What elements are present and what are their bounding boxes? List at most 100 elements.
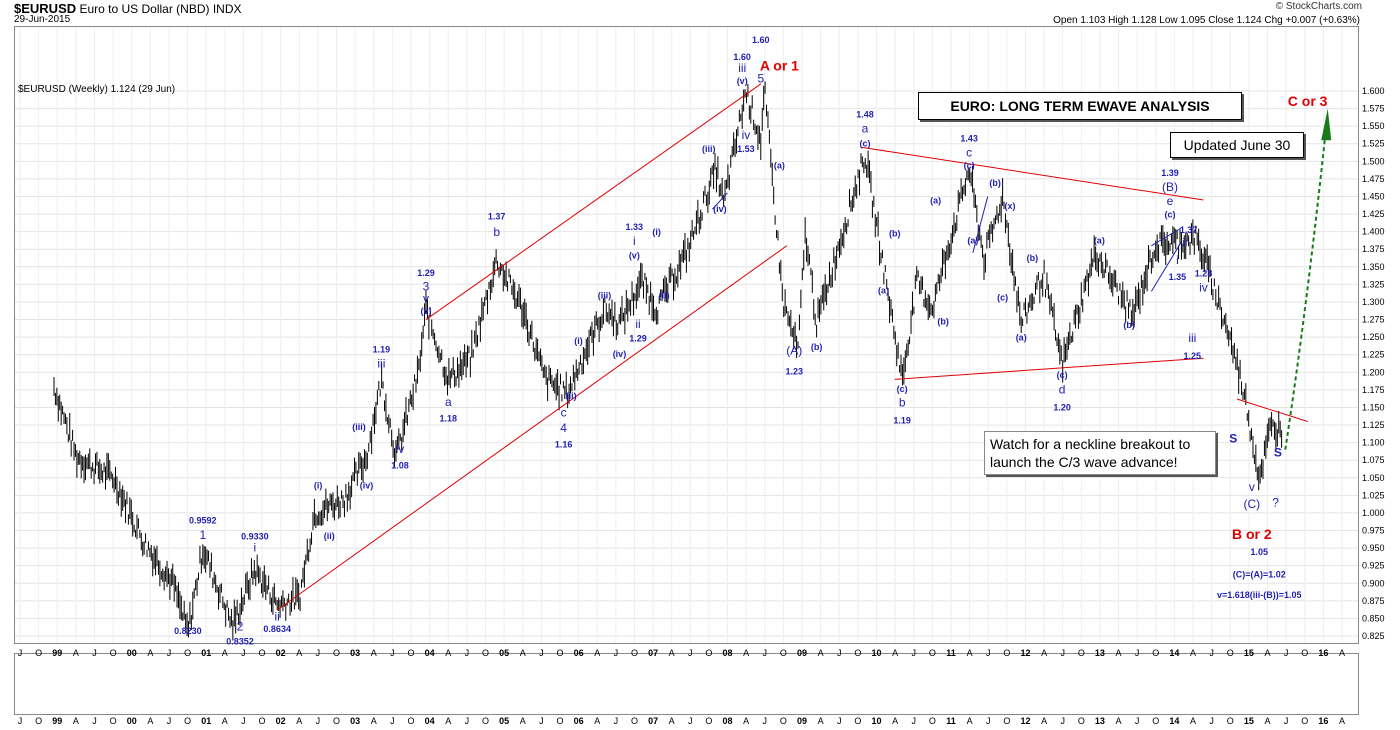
x-tick-label-lower: J xyxy=(18,716,23,726)
red-wave-label: A or 1 xyxy=(760,58,799,74)
note-line-2: launch the C/3 wave advance! xyxy=(990,453,1210,471)
wave-label: (x) xyxy=(1005,201,1016,211)
wave-label: (a) xyxy=(930,196,941,206)
series-legend: $EURUSD (Weekly) 1.124 (29 Jun) xyxy=(18,84,175,95)
wave-label: e xyxy=(1167,194,1174,208)
x-tick-label-lower: J xyxy=(763,716,768,726)
x-tick-label: 13 xyxy=(1095,648,1105,658)
wave-label: (c) xyxy=(897,384,908,394)
x-tick-label: J xyxy=(465,648,470,658)
x-tick-label-lower: J xyxy=(986,716,991,726)
x-tick-label: O xyxy=(1078,648,1085,658)
wave-label: (c) xyxy=(997,293,1008,303)
x-tick-label-lower: 99 xyxy=(52,716,62,726)
x-tick-label-lower: A xyxy=(892,716,898,726)
wave-label: 0.9592 xyxy=(189,515,217,525)
wave-label: (iii) xyxy=(598,290,612,300)
wave-label: S xyxy=(1229,432,1237,446)
wave-label: (ii) xyxy=(324,531,335,541)
wave-label: 1.60 xyxy=(752,35,770,45)
y-tick-label: 0.925 xyxy=(1362,561,1385,571)
x-tick-label: A xyxy=(73,648,79,658)
x-tick-label-lower: A xyxy=(1190,716,1196,726)
x-tick-label: O xyxy=(184,648,191,658)
y-tick-label: 1.025 xyxy=(1362,490,1385,500)
x-tick-label: A xyxy=(818,648,824,658)
x-tick-label: A xyxy=(669,648,675,658)
wave-label: 1.28 xyxy=(1195,269,1213,279)
wave-label: v=1.618(iii-(B))=1.05 xyxy=(1217,590,1302,600)
x-tick-label: O xyxy=(408,648,415,658)
x-tick-label-lower: J xyxy=(837,716,842,726)
x-tick-label-lower: 09 xyxy=(797,716,807,726)
x-tick-label: J xyxy=(1284,648,1289,658)
chart-title-box: EURO: LONG TERM EWAVE ANALYSIS xyxy=(918,92,1242,120)
x-tick-label-lower: O xyxy=(482,716,489,726)
y-tick-label: 1.075 xyxy=(1362,455,1385,465)
wave-label: 1.05 xyxy=(1251,547,1269,557)
wave-label: v xyxy=(1249,480,1255,494)
x-tick-label: 14 xyxy=(1169,648,1179,658)
wave-label: iii xyxy=(738,61,746,75)
x-tick-label-lower: O xyxy=(1152,716,1159,726)
y-tick-label: 0.900 xyxy=(1362,578,1385,588)
wave-label: (b) xyxy=(989,178,1001,188)
x-tick-label-lower: O xyxy=(408,716,415,726)
wave-label: 1.53 xyxy=(737,144,755,154)
wave-label: (A) xyxy=(786,344,802,358)
x-tick-label-lower: O xyxy=(35,716,42,726)
x-tick-label-lower: O xyxy=(854,716,861,726)
y-tick-label: 1.200 xyxy=(1362,367,1385,377)
x-tick-label: 01 xyxy=(201,648,211,658)
y-tick-label: 1.100 xyxy=(1362,438,1385,448)
wave-label: (a) xyxy=(1094,236,1105,246)
x-tick-label: 03 xyxy=(350,648,360,658)
wave-label: (ii) xyxy=(566,391,577,401)
x-tick-label-lower: O xyxy=(110,716,117,726)
x-tick-label: J xyxy=(763,648,768,658)
trend-line xyxy=(861,147,1203,200)
x-tick-label: A xyxy=(1339,648,1345,658)
projection-arrow xyxy=(1285,126,1326,449)
wave-label: 0.8634 xyxy=(263,624,291,634)
x-tick-label: J xyxy=(390,648,395,658)
wave-label: (iv) xyxy=(360,480,374,490)
x-tick-label-lower: 02 xyxy=(276,716,286,726)
wave-label: (C)=(A)=1.02 xyxy=(1233,570,1286,580)
wave-label: 1.33 xyxy=(626,222,644,232)
x-tick-label-lower: O xyxy=(184,716,191,726)
x-tick-label: J xyxy=(18,648,23,658)
x-tick-label: A xyxy=(594,648,600,658)
y-tick-label: 1.450 xyxy=(1362,191,1385,201)
x-tick-label: O xyxy=(556,648,563,658)
wave-label: (B) xyxy=(1162,180,1178,194)
wave-label: 1.20 xyxy=(1053,402,1071,412)
wave-label: (iv) xyxy=(713,204,727,214)
x-tick-label-lower: J xyxy=(241,716,246,726)
x-tick-label-lower: O xyxy=(1227,716,1234,726)
x-tick-label: O xyxy=(780,648,787,658)
wave-label: (iii) xyxy=(352,422,366,432)
y-tick-label: 1.375 xyxy=(1362,244,1385,254)
wave-label: c xyxy=(561,406,567,420)
x-tick-label: A xyxy=(520,648,526,658)
wave-label: (c) xyxy=(1165,210,1176,220)
wave-label: 2 xyxy=(237,619,244,633)
x-tick-label-lower: O xyxy=(1003,716,1010,726)
x-tick-label: A xyxy=(1041,648,1047,658)
wave-label: 1.25 xyxy=(1184,351,1202,361)
x-tick-label: 09 xyxy=(797,648,807,658)
x-tick-label: 15 xyxy=(1244,648,1254,658)
wave-label: 1.43 xyxy=(960,134,978,144)
wave-label: (i) xyxy=(652,227,661,237)
y-tick-label: 1.550 xyxy=(1362,121,1385,131)
x-tick-label-lower: O xyxy=(705,716,712,726)
wave-label: 0.8230 xyxy=(174,626,202,636)
wave-label: 1.08 xyxy=(391,461,409,471)
x-tick-label-lower: 07 xyxy=(648,716,658,726)
wave-label: (c) xyxy=(964,160,975,170)
y-tick-label: 1.250 xyxy=(1362,332,1385,342)
x-tick-label: J xyxy=(1135,648,1140,658)
x-tick-label: O xyxy=(333,648,340,658)
updated-box: Updated June 30 xyxy=(1170,132,1304,158)
